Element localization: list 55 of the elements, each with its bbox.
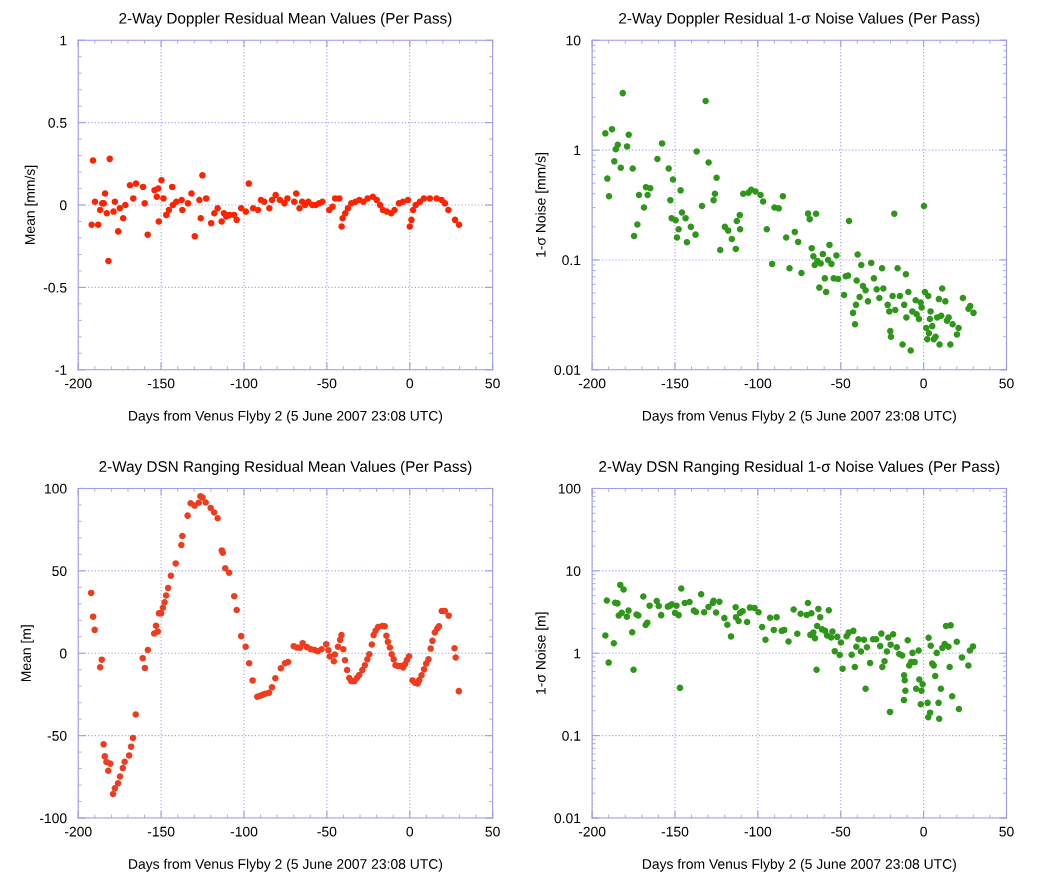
- x-tick-label: -150: [147, 826, 175, 837]
- x-tick-label: 50: [485, 826, 500, 837]
- x-axis-title: Days from Venus Flyby 2 (5 June 2007 23:08 UTC): [642, 858, 956, 872]
- y-tick-label: 100: [45, 483, 67, 494]
- y-tick-label: -1: [55, 365, 67, 375]
- y-tick-label: 100: [558, 483, 581, 494]
- y-axis-title: 1-σ Noise [m]: [535, 612, 549, 694]
- y-tick-label: 0.5: [48, 117, 67, 128]
- x-tick-label: 0: [920, 826, 927, 837]
- x-tick-label: -50: [317, 378, 337, 389]
- x-tick-label: -150: [147, 378, 175, 389]
- x-tick-label: -200: [578, 378, 606, 389]
- chart-title: 2-Way DSN Ranging Residual 1-σ Noise Values (Per Pass): [599, 460, 1000, 475]
- y-tick-label: 10: [566, 566, 581, 576]
- y-axis-title: Mean [mm/s]: [24, 165, 38, 244]
- x-tick-label: -100: [744, 826, 772, 837]
- y-tick-label: 0.1: [562, 730, 581, 741]
- x-axis-title: Days from Venus Flyby 2 (5 June 2007 23:08 UTC): [642, 410, 956, 424]
- x-tick-label: 50: [999, 826, 1014, 837]
- y-tick-label: 1: [60, 35, 67, 46]
- x-tick-label: -100: [230, 826, 258, 837]
- y-tick-label: 1: [574, 648, 581, 659]
- y-tick-label: -0.5: [43, 282, 67, 293]
- y-tick-label: 1: [574, 145, 581, 156]
- chart-title: 2-Way DSN Ranging Residual Mean Values (Per Pass): [99, 460, 472, 475]
- y-tick-label: 10: [566, 35, 581, 46]
- x-tick-label: -100: [744, 378, 772, 389]
- chart-title: 2-Way Doppler Residual Mean Values (Per Pass): [119, 12, 452, 27]
- y-tick-label: 0: [59, 200, 67, 211]
- x-axis-title: Days from Venus Flyby 2 (5 June 2007 23:08 UTC): [129, 410, 443, 424]
- y-tick-label: -50: [47, 730, 67, 741]
- x-tick-label: 50: [999, 378, 1014, 389]
- y-tick-label: -100: [39, 813, 67, 824]
- x-tick-label: -200: [64, 826, 92, 837]
- x-tick-label: -150: [661, 826, 689, 837]
- x-tick-label: 0: [406, 378, 414, 389]
- x-tick-label: -100: [230, 378, 258, 389]
- x-tick-label: -50: [317, 826, 337, 837]
- y-tick-label: 0.1: [562, 255, 581, 266]
- x-tick-label: 50: [485, 378, 500, 389]
- y-tick-label: 0.01: [554, 365, 581, 375]
- x-tick-label: -200: [64, 378, 92, 389]
- y-tick-label: 0.01: [554, 813, 581, 824]
- x-tick-label: 0: [406, 826, 414, 837]
- x-axis-title: Days from Venus Flyby 2 (5 June 2007 23:08 UTC): [129, 858, 443, 872]
- y-tick-label: 0: [59, 648, 67, 659]
- y-axis-title: Mean [m]: [20, 625, 34, 682]
- y-axis-title: 1-σ Noise [mm/s]: [535, 153, 549, 257]
- x-tick-label: -50: [831, 826, 851, 837]
- y-tick-label: 50: [52, 566, 67, 576]
- chart-title: 2-Way Doppler Residual 1-σ Noise Values (Per Pass): [619, 12, 980, 27]
- x-tick-label: -200: [578, 826, 606, 837]
- x-tick-label: -150: [661, 378, 689, 389]
- x-tick-label: 0: [920, 378, 927, 389]
- x-tick-label: -50: [831, 378, 851, 389]
